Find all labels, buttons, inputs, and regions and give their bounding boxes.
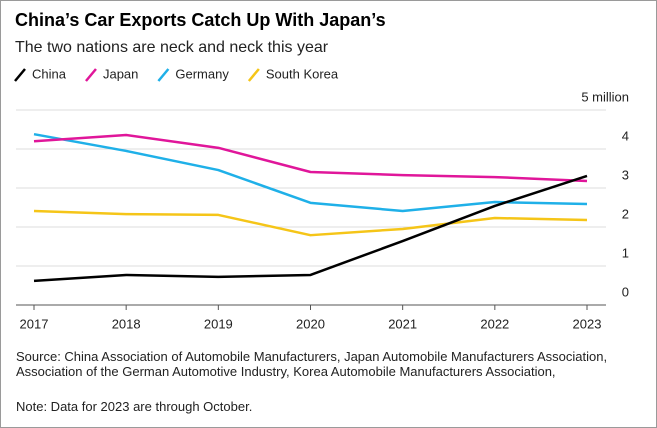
legend-label: Germany <box>175 66 229 81</box>
legend-swatch <box>247 68 260 82</box>
y-tick-label: 2 <box>622 206 629 221</box>
series-line <box>33 174 588 283</box>
series-line <box>33 209 588 237</box>
legend-label: China <box>32 66 67 81</box>
x-tick-label: 2018 <box>112 316 141 331</box>
legend-swatch <box>85 68 97 82</box>
x-tick-label: 2019 <box>204 316 233 331</box>
x-tick-label: 2022 <box>480 316 509 331</box>
data-note: Note: Data for 2023 are through October. <box>16 399 253 414</box>
source-note: Source: China Association of Automobile … <box>16 349 608 379</box>
x-tick-label: 2017 <box>20 316 49 331</box>
series-line <box>33 132 588 213</box>
legend-label: South Korea <box>266 66 339 81</box>
chart-subtitle: The two nations are neck and neck this y… <box>15 39 329 56</box>
legend-label: Japan <box>103 66 138 81</box>
legend-swatch <box>157 68 170 82</box>
y-tick-label: 3 <box>622 167 629 182</box>
series-line <box>33 133 588 183</box>
x-tick-label: 2023 <box>573 316 602 331</box>
y-tick-label: 0 <box>622 284 629 299</box>
legend-swatch <box>14 68 26 82</box>
y-tick-label: 1 <box>622 245 629 260</box>
chart-title: China’s Car Exports Catch Up With Japan’… <box>15 10 386 30</box>
y-tick-label: 5 million <box>581 89 629 104</box>
x-tick-label: 2021 <box>388 316 417 331</box>
x-tick-label: 2020 <box>296 316 325 331</box>
y-tick-label: 4 <box>622 128 629 143</box>
